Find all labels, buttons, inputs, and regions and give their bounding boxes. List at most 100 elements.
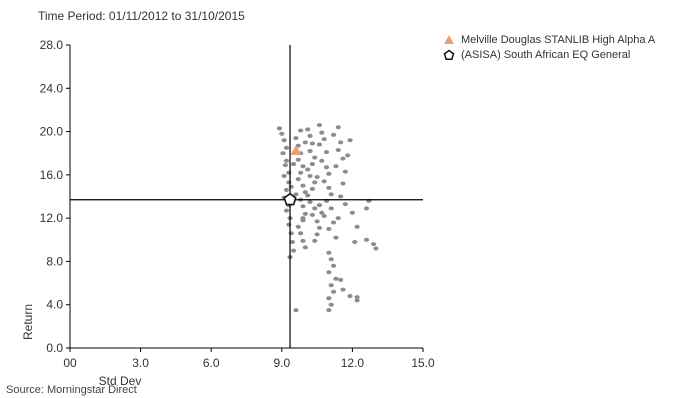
peer-point [314, 232, 320, 237]
peer-point [302, 245, 308, 250]
peer-point [319, 158, 325, 163]
peer-point [302, 140, 308, 145]
peer-point [283, 188, 290, 193]
peer-point [312, 238, 318, 243]
peer-point [323, 150, 330, 155]
peer-point [330, 220, 337, 225]
peer-point [326, 296, 332, 301]
peer-point [293, 136, 299, 141]
peer-point [314, 219, 320, 224]
peer-point [321, 137, 327, 142]
peer-point [307, 199, 313, 204]
peer-point [298, 170, 304, 175]
peer-point [342, 169, 348, 174]
peer-point [312, 180, 318, 185]
peer-point [333, 276, 339, 281]
peer-point [328, 192, 334, 197]
peer-point [302, 190, 308, 195]
peer-point [312, 206, 318, 211]
x-tick-label: 12.0 [341, 356, 365, 370]
y-tick-label: 24.0 [40, 81, 64, 95]
peer-point [283, 145, 290, 150]
peer-point [373, 246, 379, 251]
peer-point [309, 186, 315, 191]
peer-point [333, 235, 339, 240]
peer-point [309, 162, 315, 167]
peer-point [281, 173, 287, 178]
y-tick-label: 8.0 [46, 254, 63, 268]
peer-point [319, 210, 325, 215]
peer-point [347, 294, 353, 299]
peer-point [328, 257, 334, 262]
peer-point [293, 192, 299, 197]
legend: Melville Douglas STANLIB High Alpha A (A… [443, 32, 655, 62]
peer-point [333, 164, 339, 169]
peer-point [286, 170, 292, 175]
y-tick-label: 0.0 [46, 341, 63, 355]
peer-point [300, 204, 306, 209]
peer-point [363, 237, 370, 242]
peer-point [363, 206, 370, 211]
peer-points [276, 123, 379, 313]
peer-point [300, 238, 306, 243]
peer-point [305, 193, 311, 198]
peer-point [293, 308, 299, 313]
peer-point [328, 206, 334, 211]
peer-point [326, 250, 332, 255]
peer-point [338, 194, 344, 199]
x-tick-label: 00 [63, 356, 77, 370]
peer-point [370, 242, 377, 247]
peer-point [352, 239, 358, 244]
peer-point [309, 141, 315, 146]
peer-point [298, 128, 304, 133]
source-label: Source: Morningstar Direct [6, 384, 137, 396]
peer-point [295, 224, 301, 229]
peer-point [300, 164, 306, 169]
peer-point [323, 165, 330, 170]
x-tick-label: 9.0 [273, 356, 290, 370]
peer-point [307, 133, 313, 138]
y-tick-label: 4.0 [46, 298, 63, 312]
peer-point [302, 211, 308, 216]
peer-point [276, 126, 283, 131]
x-tick-label: 15.0 [411, 356, 435, 370]
peer-point [290, 162, 297, 167]
peer-point [335, 147, 341, 152]
peer-point [340, 156, 346, 161]
peer-point [316, 123, 323, 128]
peer-point [307, 173, 313, 178]
peer-point [305, 127, 311, 132]
chart-axes [66, 44, 424, 352]
black-pentagon-icon [443, 49, 455, 60]
peer-point [312, 155, 318, 160]
fund-marker [290, 145, 302, 156]
peer-point [309, 212, 315, 217]
peer-point [338, 277, 344, 282]
peer-point [314, 175, 320, 180]
peer-point [326, 171, 332, 176]
y-tick-label: 16.0 [40, 168, 64, 182]
peer-point [349, 210, 355, 215]
peer-point [347, 138, 353, 143]
peer-point [326, 185, 332, 190]
peer-point [283, 208, 290, 213]
peer-point [340, 181, 346, 186]
peer-point [288, 231, 294, 236]
peer-point [280, 151, 286, 156]
peer-point [286, 180, 292, 185]
axis-labels: 0.0 4.0 8.0 12.0 16.0 20.0 24.0 28.0 00 3.0 6.0 9.0… [21, 38, 435, 388]
peer-point [289, 239, 295, 244]
x-tick-label: 6.0 [203, 356, 220, 370]
x-axis-title: Std Dev [99, 374, 142, 388]
peer-point [321, 213, 327, 218]
peer-point [300, 183, 306, 188]
y-tick-label: 28.0 [40, 38, 64, 52]
peer-point [345, 153, 351, 158]
y-axis-title: Return [21, 304, 35, 340]
peer-point [283, 158, 290, 163]
peer-point [316, 225, 323, 230]
peer-point [286, 222, 292, 227]
x-tick-label: 3.0 [132, 356, 149, 370]
peer-point [335, 216, 341, 221]
peer-point [316, 142, 323, 147]
